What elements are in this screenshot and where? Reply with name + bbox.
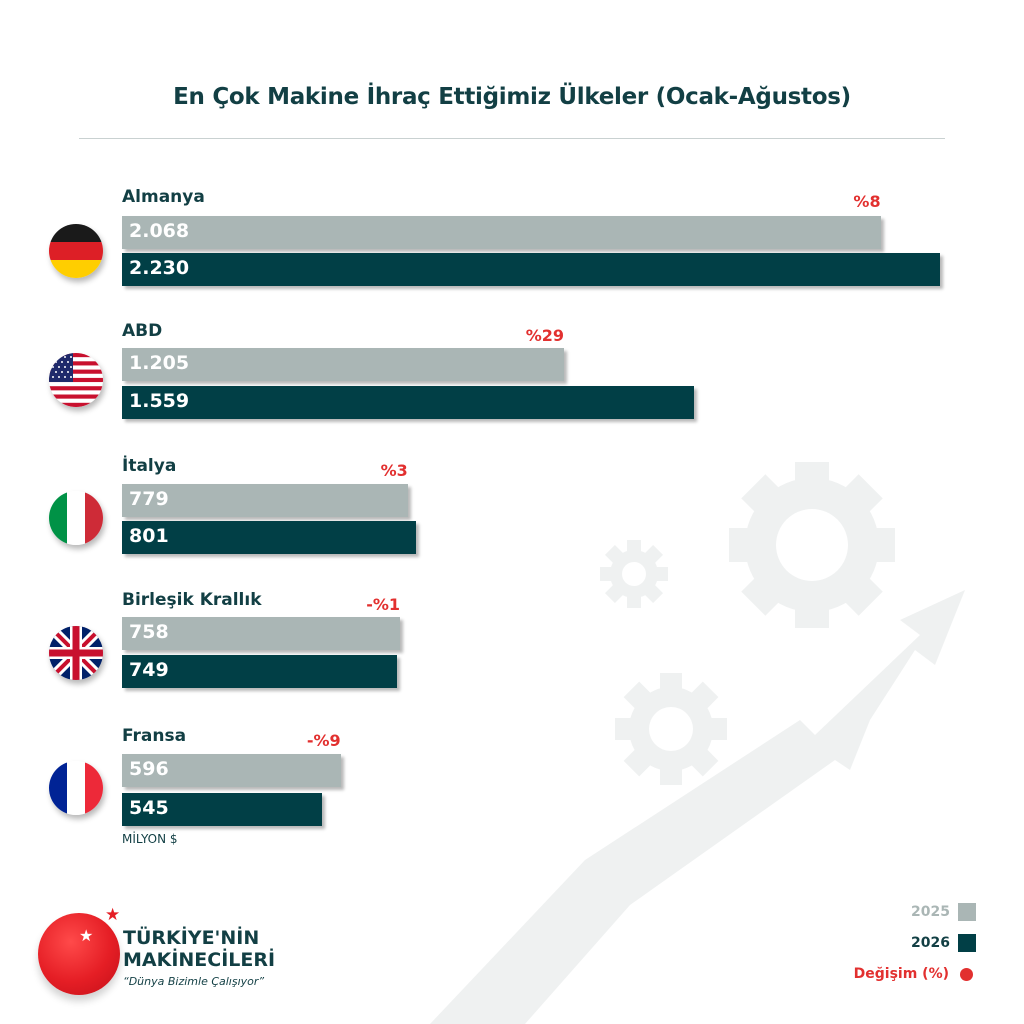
legend-item-2026: 2026: [911, 933, 976, 953]
bar-2025-usa: 1.205: [122, 348, 564, 381]
country-block-italy: İtalya 779 801 %3: [0, 456, 1024, 576]
value-label-2025-uk: 758: [129, 621, 169, 643]
value-label-2025-france: 596: [129, 758, 169, 780]
country-block-usa: ABD 1.205 1.559 %29: [0, 321, 1024, 441]
change-label-uk: -%1: [366, 595, 401, 614]
legend-swatch-2026: [958, 934, 976, 952]
country-name-germany: Almanya: [122, 187, 205, 207]
legend-label-2025: 2025: [911, 904, 950, 920]
country-name-italy: İtalya: [122, 456, 177, 476]
bar-2026-italy: 801: [122, 521, 416, 554]
value-label-2025-germany: 2.068: [129, 220, 190, 242]
italy-flag-icon: [49, 491, 103, 545]
bar-2025-france: 596: [122, 754, 341, 787]
bar-2025-uk: 758: [122, 617, 401, 650]
rising-arrow-icon: [430, 590, 965, 1024]
usa-flag-icon: [49, 353, 103, 407]
star-icon: ★: [105, 905, 121, 925]
logo-text-line1: TÜRKİYE'NİN: [123, 927, 260, 949]
value-label-2026-uk: 749: [129, 659, 169, 681]
legend-swatch-2025: [958, 903, 976, 921]
value-label-2025-usa: 1.205: [129, 352, 190, 374]
legend-item-change: Değişim (%): [854, 964, 976, 984]
logo-text-line2: MAKİNECİLERİ: [123, 949, 276, 971]
value-label-2026-france: 545: [129, 797, 169, 819]
country-name-uk: Birleşik Krallık: [122, 590, 262, 610]
legend-item-2025: 2025: [911, 902, 976, 922]
uk-flag-icon: [49, 626, 103, 680]
logo-emblem: [38, 913, 120, 995]
legend-label-2026: 2026: [911, 935, 950, 951]
value-label-2026-usa: 1.559: [129, 390, 190, 412]
bar-2025-germany: 2.068: [122, 216, 881, 249]
france-flag-icon: [49, 761, 103, 815]
bar-2026-france: 545: [122, 793, 322, 826]
bar-2026-usa: 1.559: [122, 386, 694, 419]
country-name-usa: ABD: [122, 321, 163, 341]
country-block-germany: Almanya 2.068 2.230 %8: [0, 187, 1024, 307]
bar-2026-germany: 2.230: [122, 253, 940, 286]
legend-dot-change: [960, 967, 973, 981]
medium-gear-icon: [615, 673, 727, 785]
country-block-uk: Birleşik Krallık 758 749 -%1: [0, 590, 1024, 710]
page-title: En Çok Makine İhraç Ettiğimiz Ülkeler (O…: [173, 84, 851, 110]
country-name-france: Fransa: [122, 726, 187, 746]
legend-label-change: Değişim (%): [853, 966, 949, 982]
bar-2025-italy: 779: [122, 484, 408, 517]
change-label-italy: %3: [380, 461, 408, 480]
star-icon: ★: [79, 926, 94, 945]
country-block-france: Fransa 596 545 -%9: [0, 726, 1024, 846]
change-label-germany: %8: [853, 192, 881, 211]
germany-flag-icon: [49, 224, 103, 278]
change-label-france: -%9: [306, 731, 341, 750]
logo-tagline: “Dünya Bizimle Çalışıyor”: [123, 975, 265, 988]
value-label-2026-italy: 801: [129, 525, 169, 547]
value-label-2026-germany: 2.230: [129, 257, 190, 279]
unit-label: MİLYON $: [122, 832, 178, 846]
change-label-usa: %29: [525, 326, 565, 345]
title-divider: [79, 138, 945, 139]
logo: ★ ★ TÜRKİYE'NİN MAKİNECİLERİ “Dünya Bizi…: [30, 905, 300, 1005]
value-label-2025-italy: 779: [129, 488, 169, 510]
bar-2026-uk: 749: [122, 655, 397, 688]
